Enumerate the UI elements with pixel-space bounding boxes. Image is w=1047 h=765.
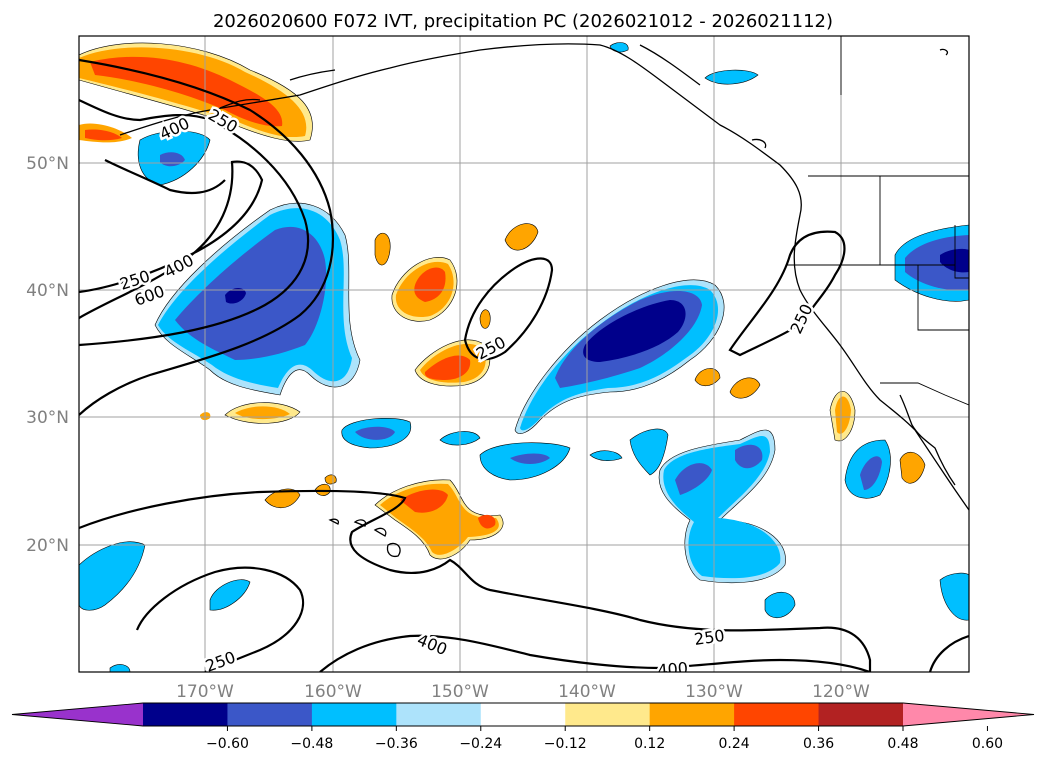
pc-blob [79, 541, 146, 611]
contour-label: 400 [657, 658, 689, 680]
lon-label: 150°W [431, 682, 489, 702]
colorbar-segment [480, 703, 566, 726]
longitude-labels: 170°W 160°W 150°W 140°W 130°W 120°W [176, 682, 870, 702]
pc-blob [835, 396, 851, 434]
pc-blob [704, 69, 759, 85]
lon-label: 160°W [304, 682, 362, 702]
pc-blob [905, 235, 969, 291]
colorbar-tick-label: −0.48 [290, 736, 333, 752]
pc-blob [504, 223, 539, 251]
colorbar-extend-low [12, 703, 143, 726]
colorbar-tick-label: 0.36 [803, 736, 834, 752]
colorbar-tick-label: −0.12 [544, 736, 587, 752]
pc-blob [729, 377, 761, 399]
pc-blob [90, 56, 283, 127]
colorbar-segment [565, 703, 651, 726]
pc-blob [235, 406, 290, 420]
pc-blob [374, 232, 391, 266]
pc-blob [479, 309, 491, 329]
lon-label: 170°W [176, 682, 234, 702]
colorbar-outline [11, 702, 1035, 727]
colorbar-tick-label: 0.48 [887, 736, 918, 752]
colorbar-segment [649, 703, 735, 726]
colorbar-segment [734, 703, 820, 726]
lon-label: 120°W [812, 682, 870, 702]
colorbar-segment [227, 703, 313, 726]
lon-label: 140°W [558, 682, 616, 702]
pc-blob [355, 426, 395, 440]
pc-blob [175, 226, 327, 360]
pc-blob [85, 129, 122, 141]
figure-title: 2026020600 F072 IVT, precipitation PC (2… [213, 11, 833, 32]
borders [787, 36, 969, 406]
pc-blob [225, 287, 246, 304]
colorbar-segment [396, 703, 482, 726]
pc-blob [424, 355, 471, 380]
colorbar: −0.60 −0.48 −0.36 −0.24 −0.12 0.12 0.24 0.36 0.4… [11, 702, 1035, 752]
colorbar-extend-high [903, 703, 1034, 726]
precipitation-pc-fills [79, 42, 969, 672]
pc-blob [629, 428, 669, 476]
pc-blob [510, 453, 550, 464]
pc-blob [675, 463, 712, 495]
map-frame [78, 35, 970, 673]
pc-blob [860, 456, 882, 490]
latitude-labels: 50°N 40°N 30°N 20°N [26, 154, 69, 556]
pc-blob [589, 450, 623, 461]
colorbar-segment [311, 703, 397, 726]
pc-blob [414, 267, 446, 302]
coastlines [119, 43, 969, 558]
pc-blob [764, 592, 796, 618]
colorbar-segment [143, 703, 228, 726]
pc-blob [478, 514, 496, 529]
colorbar-tick-label: 0.12 [634, 736, 665, 752]
colorbar-tick-label: −0.36 [375, 736, 418, 752]
colorbar-tick-label: −0.24 [459, 736, 502, 752]
colorbar-tick-label: 0.60 [972, 736, 1003, 752]
pc-blob [583, 300, 686, 362]
pc-blob [109, 664, 131, 672]
pc-blob [400, 489, 448, 513]
gridlines [79, 36, 969, 672]
pc-blob [940, 248, 969, 273]
lat-label: 20°N [26, 536, 69, 556]
lat-label: 40°N [26, 281, 69, 301]
colorbar-tick-label: 0.24 [719, 736, 750, 752]
colorbar-segment [818, 703, 904, 726]
lon-label: 130°W [685, 682, 743, 702]
ivt-contours [79, 58, 969, 672]
lat-label: 30°N [26, 408, 69, 428]
pc-blob [899, 452, 926, 484]
lat-label: 50°N [26, 154, 69, 174]
pc-blob [324, 474, 337, 485]
colorbar-tick-label: −0.60 [206, 736, 249, 752]
map-panel: 250 400 250 400 600 250 250 400 250 400 … [79, 36, 969, 680]
pc-blob [939, 572, 969, 621]
pc-blob [735, 444, 763, 469]
pc-blob [209, 579, 251, 611]
